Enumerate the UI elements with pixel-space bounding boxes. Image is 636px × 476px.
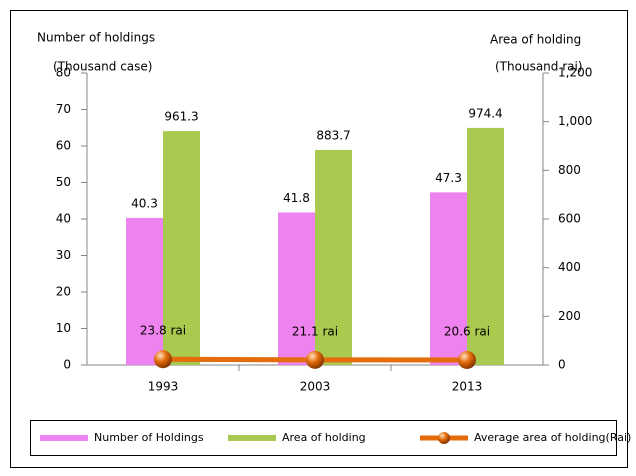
y-tick-label: 0 <box>63 358 71 372</box>
bar-value-label: 974.4 <box>468 106 502 120</box>
bar <box>467 127 504 366</box>
y-tick-label: 60 <box>56 139 71 153</box>
x-tick-label: 2003 <box>300 380 331 394</box>
y-tick-label: 50 <box>56 175 71 189</box>
y2-tick-label: 1,200 <box>558 66 592 80</box>
y-tick-label: 70 <box>56 102 71 116</box>
y-tick-label: 20 <box>56 285 71 299</box>
legend-label: Number of Holdings <box>94 431 204 444</box>
bar-value-label: 883.7 <box>316 128 350 142</box>
bar-value-label: 40.3 <box>131 196 158 210</box>
bar <box>278 212 315 365</box>
y2-tick-label: 600 <box>558 212 581 226</box>
bar <box>430 192 467 365</box>
bar-value-label: 961.3 <box>164 110 198 124</box>
line-marker <box>154 350 172 369</box>
y-tick-label: 80 <box>56 66 71 80</box>
bar <box>315 149 352 365</box>
y-tick-label: 30 <box>56 248 71 262</box>
y2-tick-label: 400 <box>558 260 581 274</box>
y2-tick-label: 0 <box>558 358 566 372</box>
legend-swatch <box>40 435 88 441</box>
line-value-label: 21.1 rai <box>292 324 338 338</box>
y-tick-label: 10 <box>56 321 71 335</box>
y2-tick-label: 200 <box>558 309 581 323</box>
x-tick-label: 1993 <box>148 380 179 394</box>
legend-swatch <box>228 435 276 441</box>
y-axis-title: Number of holdings <box>37 31 155 45</box>
legend-label: Area of holding <box>282 431 366 444</box>
y-tick-label: 40 <box>56 212 71 226</box>
y2-tick-label: 800 <box>558 163 581 177</box>
bar <box>126 217 163 365</box>
y-axis-subtitle: (Thousand case) <box>53 60 152 74</box>
line-marker <box>306 350 324 369</box>
bar-value-label: 47.3 <box>435 171 462 185</box>
line-marker <box>458 350 476 369</box>
line-value-label: 20.6 rai <box>444 324 490 338</box>
y2-axis-title: Area of holding <box>490 33 581 47</box>
legend-label: Average area of holding(Rai) <box>474 431 631 444</box>
bar-value-label: 41.8 <box>283 191 310 205</box>
line-value-label: 23.8 rai <box>140 324 186 338</box>
y2-axis-subtitle: (Thousand rai) <box>495 60 583 74</box>
legend-box <box>30 420 617 456</box>
x-tick-label: 2013 <box>452 380 483 394</box>
y2-tick-label: 1,000 <box>558 114 592 128</box>
legend-marker <box>438 432 450 444</box>
bar <box>163 131 200 365</box>
